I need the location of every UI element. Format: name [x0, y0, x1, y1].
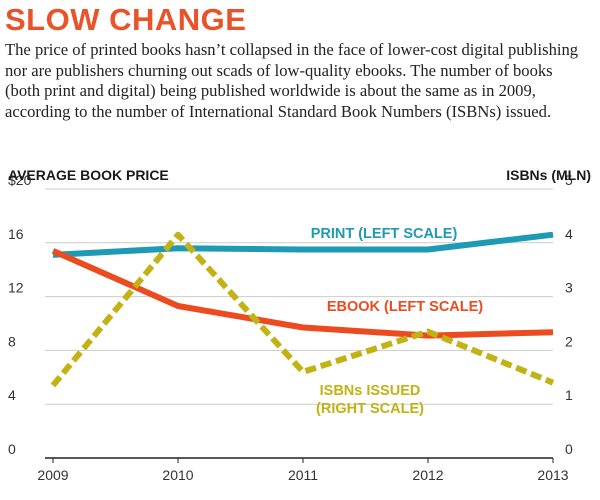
left-tick-label: 16	[8, 226, 24, 242]
left-axis-title: AVERAGE BOOK PRICE	[8, 167, 169, 183]
x-tick-label: 2010	[162, 467, 193, 483]
right-tick-label: 5	[565, 172, 573, 188]
chart-subtitle: The price of printed books hasn’t collap…	[5, 40, 579, 121]
left-tick-label: 8	[8, 333, 16, 349]
right-axis-title: ISBNs (MLN)	[506, 167, 591, 183]
left-tick-label: $20	[8, 172, 32, 188]
x-tick-label: 2013	[537, 467, 568, 483]
right-tick-label: 4	[565, 226, 573, 242]
right-tick-label: 2	[565, 333, 573, 349]
right-tick-label: 0	[565, 441, 573, 457]
series-labels: PRINT (LEFT SCALE) EBOOK (LEFT SCALE) ISBN…	[311, 226, 484, 417]
left-tick-label: 4	[8, 387, 16, 403]
series-line-3	[50, 231, 555, 388]
x-tick-label: 2012	[412, 467, 443, 483]
right-tick-label: 3	[565, 280, 573, 296]
series-label-3: ISBNs ISSUED	[320, 383, 421, 399]
right-tick-label: 1	[565, 387, 573, 403]
x-tick-label: 2011	[288, 467, 318, 483]
series-lines	[50, 231, 555, 388]
left-tick-label: 0	[8, 441, 16, 457]
series-label-3: (RIGHT SCALE)	[316, 401, 424, 417]
left-tick-label: 12	[8, 280, 24, 296]
series-label-1: PRINT (LEFT SCALE)	[311, 226, 458, 242]
series-label-2: EBOOK (LEFT SCALE)	[327, 299, 483, 315]
series-line-1	[52, 231, 554, 258]
x-tick-label: 2009	[37, 467, 68, 483]
chart-title: SLOW CHANGE	[5, 2, 247, 37]
